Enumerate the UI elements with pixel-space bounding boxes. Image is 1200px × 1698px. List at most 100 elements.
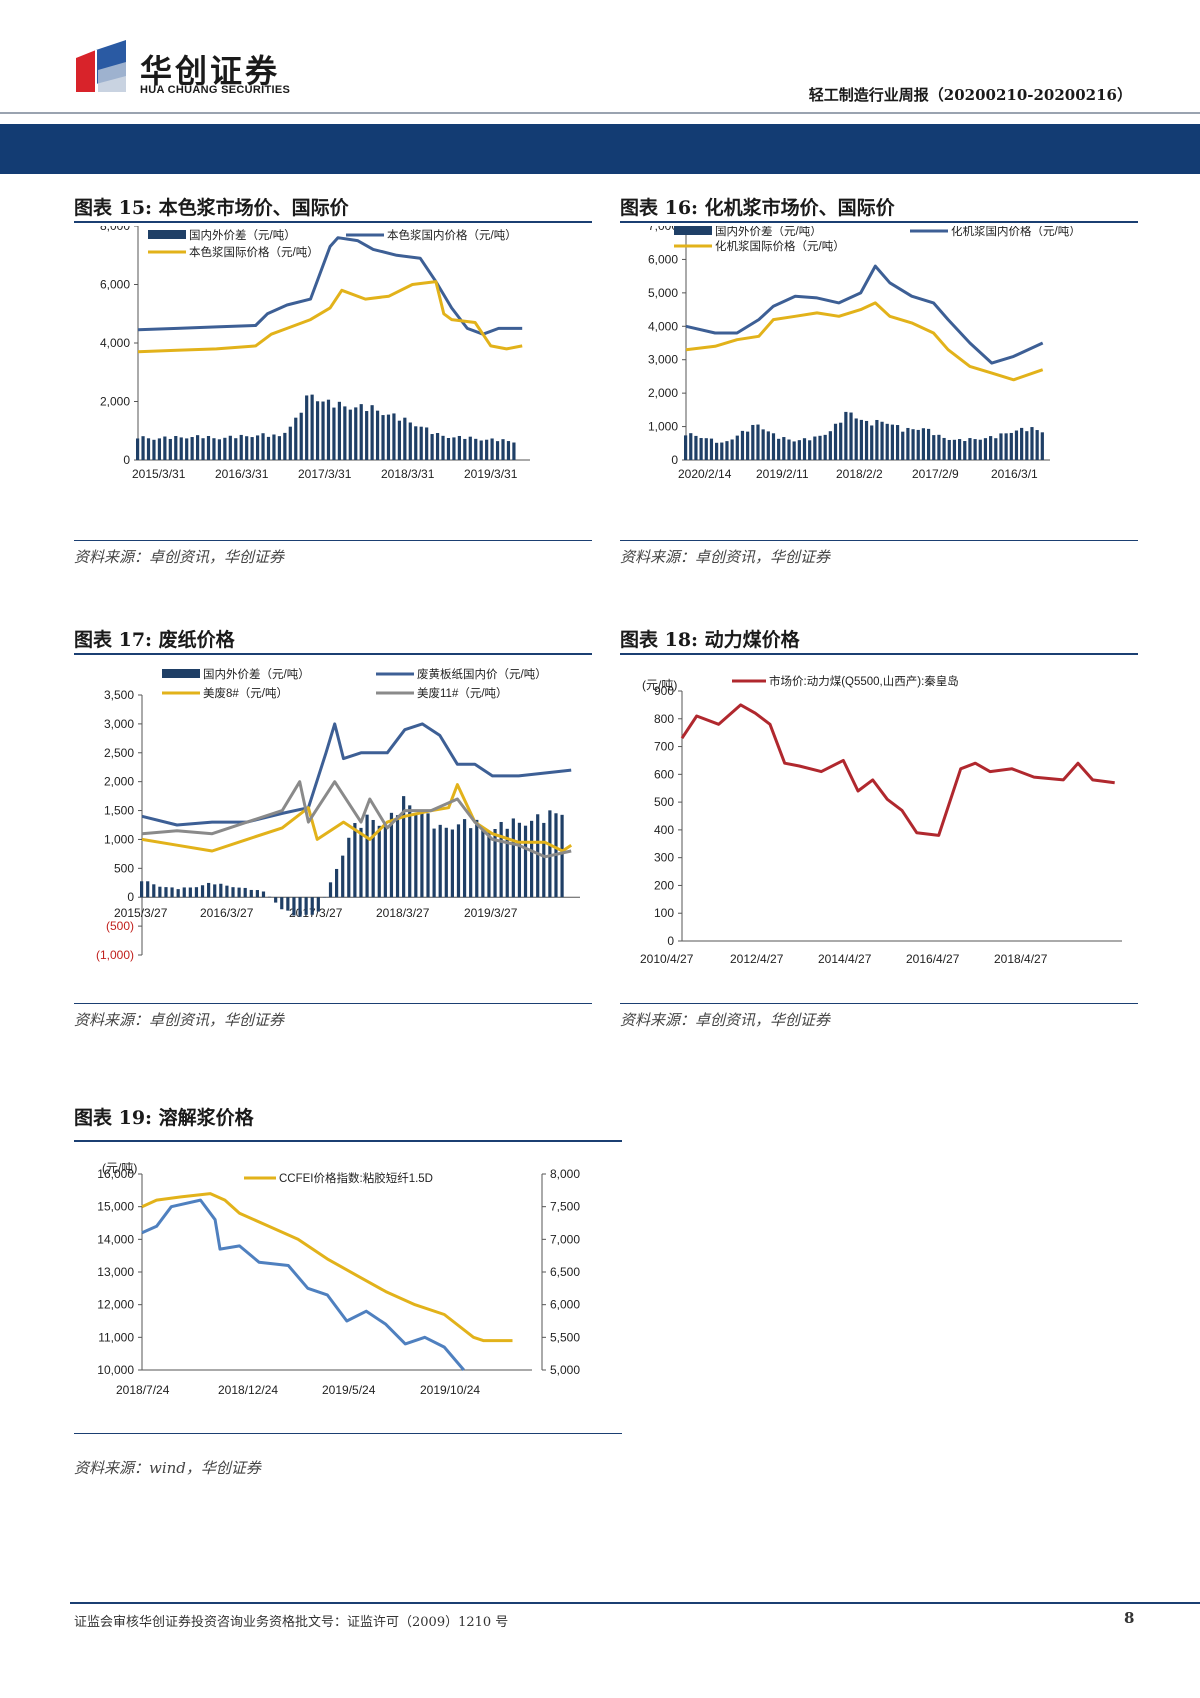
bar---0 bbox=[231, 887, 235, 898]
footer-divider bbox=[70, 1602, 1200, 1604]
y-tick-label: 7,000 bbox=[648, 226, 678, 233]
y-tick-label: 3,000 bbox=[648, 353, 678, 367]
bar---0 bbox=[267, 896, 272, 898]
x-tick-label: 2012/4/27 bbox=[730, 952, 784, 966]
bar---0 bbox=[206, 436, 211, 460]
figure-16-chart: 7,000 6,000 5,000 4,000 3,000 2,000 1,000 02020… bbox=[648, 226, 1081, 481]
footer-license: 证监会审核华创证券投资咨询业务资格批文号：证监许可（2009）1210 号 bbox=[74, 1615, 509, 1630]
bar---0 bbox=[190, 437, 194, 460]
line--q5500--0 bbox=[680, 703, 1115, 837]
legend-swatch bbox=[162, 669, 200, 678]
bar---0 bbox=[383, 823, 387, 898]
x-tick-label: 2019/5/24 bbox=[322, 1383, 376, 1397]
bar---0 bbox=[958, 439, 962, 460]
legend-label: 国内外价差（元/吨） bbox=[203, 667, 310, 681]
x-tick-label: 2019/3/27 bbox=[464, 906, 518, 920]
y-tick-label: 400 bbox=[654, 823, 674, 837]
bar---0 bbox=[292, 897, 296, 916]
bar---0 bbox=[890, 424, 894, 460]
figure-18-bottom-rule bbox=[620, 1003, 1138, 1004]
bar---0 bbox=[802, 438, 807, 460]
bar---0 bbox=[348, 409, 352, 460]
bar---0 bbox=[548, 810, 552, 898]
figure-19-chart: 16,000 15,000 14,000 13,000 12,000 11,000 10,0… bbox=[97, 1162, 580, 1397]
bar---0 bbox=[371, 819, 375, 898]
legend-label: CCFEI价格指数:粘胶短纤1.5D bbox=[279, 1171, 433, 1185]
x-tick-label: 2016/3/1 bbox=[991, 467, 1038, 481]
unit-label: (元/吨) bbox=[642, 678, 677, 692]
bar---0 bbox=[185, 438, 189, 460]
x-tick-label: 2018/2/2 bbox=[836, 467, 883, 481]
bar---0 bbox=[354, 407, 358, 460]
x-tick-label: 2015/3/31 bbox=[132, 467, 186, 481]
y-tick-label: 600 bbox=[654, 767, 674, 781]
x-tick-label: 2018/12/24 bbox=[218, 1383, 278, 1397]
bar---0 bbox=[505, 828, 509, 898]
y-tick-label: (500) bbox=[106, 919, 134, 933]
bar---0 bbox=[512, 442, 516, 460]
bar---0 bbox=[266, 436, 271, 460]
bar---0 bbox=[176, 889, 180, 898]
bar---0 bbox=[704, 438, 708, 460]
bar---0 bbox=[725, 441, 729, 460]
bar---0 bbox=[219, 883, 223, 898]
bar---0 bbox=[174, 436, 178, 460]
bar---0 bbox=[875, 419, 879, 460]
y-tick-label: 1,000 bbox=[104, 832, 134, 846]
bar---0 bbox=[511, 818, 515, 898]
bar---0 bbox=[261, 891, 266, 898]
line---2 bbox=[685, 301, 1044, 382]
bar---0 bbox=[916, 429, 920, 460]
bar---0 bbox=[813, 436, 817, 460]
bar---0 bbox=[146, 438, 151, 460]
bar---0 bbox=[152, 439, 156, 460]
y-tick-label: 2,000 bbox=[104, 775, 134, 789]
line--11--3 bbox=[141, 780, 572, 859]
bar---0 bbox=[261, 433, 265, 460]
figure-18-source: 资料来源：卓创资讯，华创证券 bbox=[620, 1011, 831, 1029]
bar---0 bbox=[310, 394, 314, 460]
legend-label: 国内外价差（元/吨） bbox=[189, 228, 296, 242]
bar---0 bbox=[441, 435, 445, 460]
y-tick-label: 900 bbox=[654, 684, 674, 698]
bar---0 bbox=[201, 438, 205, 460]
bar---0 bbox=[999, 433, 1003, 460]
bar---0 bbox=[1009, 432, 1013, 460]
unit-label: (元/吨) bbox=[102, 1162, 137, 1175]
bar---0 bbox=[239, 434, 243, 460]
bar---0 bbox=[245, 436, 249, 460]
bar---0 bbox=[1025, 431, 1029, 460]
bar---0 bbox=[947, 439, 951, 460]
bar---0 bbox=[375, 410, 380, 460]
bar---0 bbox=[493, 828, 497, 898]
bar---0 bbox=[689, 433, 693, 460]
huachuang-logo-icon bbox=[76, 40, 126, 92]
x-tick-label: 2016/3/31 bbox=[215, 467, 269, 481]
bar---0 bbox=[332, 407, 336, 460]
bar---0 bbox=[485, 439, 489, 460]
bar---0 bbox=[911, 429, 915, 460]
bar---0 bbox=[141, 436, 145, 460]
x-tick-label: 2017/3/27 bbox=[289, 906, 343, 920]
bar---0 bbox=[353, 823, 357, 898]
bar---0 bbox=[402, 796, 406, 898]
x-tick-label: 2017/2/9 bbox=[912, 467, 959, 481]
y-tick-label: 800 bbox=[654, 712, 674, 726]
bar---0 bbox=[859, 419, 863, 460]
y-tick-label: 3,000 bbox=[104, 717, 134, 731]
report-title: 轻工制造行业周报（20200210-20200216） bbox=[808, 86, 1132, 104]
bar---0 bbox=[347, 837, 351, 898]
bar---0 bbox=[255, 890, 259, 898]
bar---0 bbox=[457, 435, 461, 460]
bar---0 bbox=[438, 824, 442, 898]
bar---0 bbox=[288, 426, 292, 460]
bar---0 bbox=[194, 887, 199, 898]
legend-label: 本色浆国际价格（元/吨） bbox=[189, 245, 319, 259]
bar---0 bbox=[456, 824, 461, 898]
bar---0 bbox=[200, 885, 205, 898]
bar---0 bbox=[283, 432, 287, 460]
bar---0 bbox=[225, 885, 229, 898]
x-tick-label: 2018/3/31 bbox=[381, 467, 435, 481]
bar---0 bbox=[699, 438, 703, 460]
